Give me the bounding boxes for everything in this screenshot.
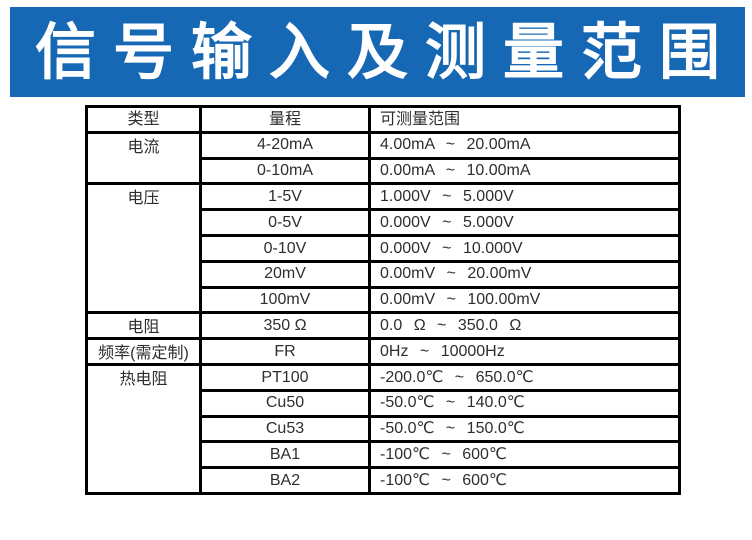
range-cell: 20mV xyxy=(199,259,371,289)
measurable-range-cell: 0.0 Ω ~ 350.0 Ω xyxy=(368,311,681,341)
range-cell: 0-10mA xyxy=(199,156,371,186)
measurable-range-cell: 0.000V ~ 10.000V xyxy=(368,233,681,263)
range-cell: 0-5V xyxy=(199,208,371,237)
measurable-range-cell: 0Hz ~ 10000Hz xyxy=(368,337,681,366)
type-cell: 热电阻 xyxy=(85,362,202,495)
type-cell: 电阻 xyxy=(85,311,202,341)
table-row: BA2 -100℃ ~ 600℃ xyxy=(87,466,681,495)
measurable-range-cell: -200.0℃ ~ 650.0℃ xyxy=(368,362,681,392)
measurable-range-cell: 0.000V ~ 5.000V xyxy=(368,208,681,237)
range-cell: Cu53 xyxy=(199,414,371,444)
page-title: 信号输入及测量范围 xyxy=(34,17,737,86)
table-body: 电流 4-20mA 4.00mA ~ 20.00mA 0-10mA 0.00mA ~ 1… xyxy=(85,130,681,495)
column-header-type: 类型 xyxy=(85,105,202,134)
table-row: 20mV 0.00mV ~ 20.00mV xyxy=(87,259,681,289)
table-row: 0-10V 0.000V ~ 10.000V xyxy=(87,233,681,263)
range-cell: PT100 xyxy=(199,362,371,392)
measurable-range-cell: -50.0℃ ~ 140.0℃ xyxy=(368,388,681,418)
table-header-row: 类型 量程 可测量范围 xyxy=(85,105,681,134)
table-row: BA1 -100℃ ~ 600℃ xyxy=(87,440,681,470)
range-cell: 100mV xyxy=(199,285,371,315)
measurable-range-cell: 0.00mV ~ 100.00mV xyxy=(368,285,681,315)
table-row: 频率(需定制) FR 0Hz ~ 10000Hz xyxy=(85,337,681,366)
table-row: Cu50 -50.0℃ ~ 140.0℃ xyxy=(87,388,681,418)
range-cell: 0-10V xyxy=(199,233,371,263)
range-cell: Cu50 xyxy=(199,388,371,418)
table-row: 电流 4-20mA 4.00mA ~ 20.00mA xyxy=(85,130,681,186)
type-cell: 电压 xyxy=(85,182,202,315)
range-cell: 1-5V xyxy=(199,182,371,212)
title-banner: 信号输入及测量范围 xyxy=(10,7,745,97)
measurable-range-cell: -50.0℃ ~ 150.0℃ xyxy=(368,414,681,444)
signal-range-table: 类型 量程 可测量范围 电流 4-20mA 4.00mA ~ 20.00mA 0-10… xyxy=(85,105,681,495)
table-row: 热电阻 PT100 -200.0℃ ~ 650.0℃ xyxy=(85,362,681,495)
table-row: 电阻 350 Ω 0.0 Ω ~ 350.0 Ω xyxy=(85,311,681,341)
table-row: 电压 1-5V 1.000V ~ 5.000V xyxy=(85,182,681,315)
range-cell: BA1 xyxy=(199,440,371,470)
column-header-range: 量程 xyxy=(199,105,371,134)
measurable-range-cell: -100℃ ~ 600℃ xyxy=(368,440,681,470)
measurable-range-cell: 4.00mA ~ 20.00mA xyxy=(368,130,681,160)
range-cell: 4-20mA xyxy=(199,130,371,160)
measurable-range-cell: 0.00mA ~ 10.00mA xyxy=(368,156,681,186)
table-row: 100mV 0.00mV ~ 100.00mV xyxy=(87,285,681,315)
measurable-range-cell: -100℃ ~ 600℃ xyxy=(368,466,681,495)
table-row: Cu53 -50.0℃ ~ 150.0℃ xyxy=(87,414,681,444)
measurable-range-cell: 1.000V ~ 5.000V xyxy=(368,182,681,212)
type-cell: 频率(需定制) xyxy=(85,337,202,366)
column-header-measurable: 可测量范围 xyxy=(368,105,681,134)
range-cell: BA2 xyxy=(199,466,371,495)
table-row: 0-5V 0.000V ~ 5.000V xyxy=(87,208,681,237)
range-cell: FR xyxy=(199,337,371,366)
type-cell: 电流 xyxy=(85,130,202,186)
table-row: 0-10mA 0.00mA ~ 10.00mA xyxy=(87,156,681,186)
range-cell: 350 Ω xyxy=(199,311,371,341)
measurable-range-cell: 0.00mV ~ 20.00mV xyxy=(368,259,681,289)
